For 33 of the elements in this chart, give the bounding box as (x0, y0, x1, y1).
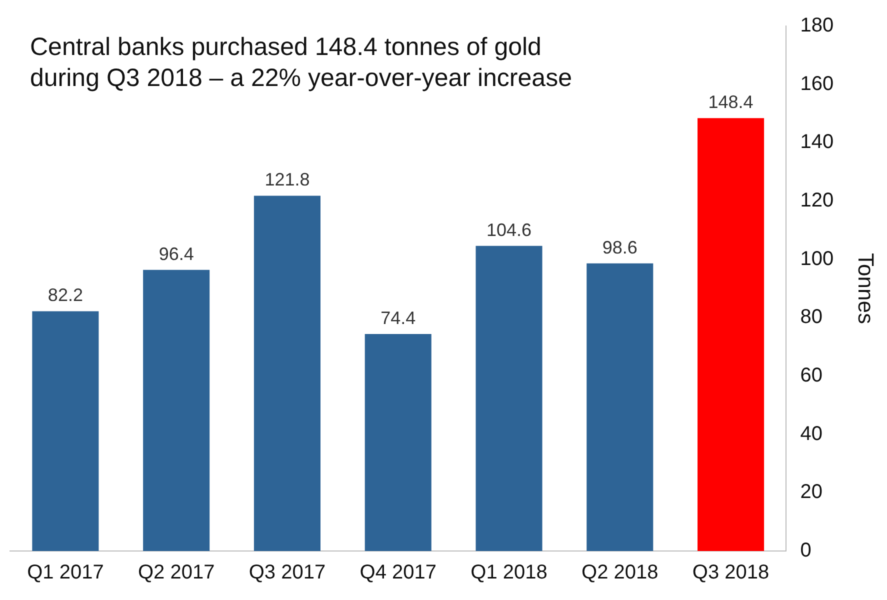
data-label: 98.6 (602, 237, 638, 258)
y-tick-label: 120 (800, 190, 834, 212)
y-tick-label: 100 (800, 248, 834, 270)
annotation: Central banks purchased 148.4 tonnes of gold during Q3 2018 – a 22% year-over-year increase (30, 32, 573, 94)
x-tick-label: Q2 2018 (582, 562, 658, 584)
bar (254, 196, 320, 551)
y-tick-label: 0 (800, 540, 812, 562)
y-tick-label: 80 (800, 306, 822, 328)
y-tick-label: 160 (800, 72, 834, 95)
x-tick-label: Q3 2018 (692, 562, 770, 584)
data-label: 148.4 (708, 92, 754, 112)
bar (476, 246, 542, 551)
data-label: 121.8 (264, 170, 310, 190)
y-tick-label: 180 (800, 14, 834, 37)
y-axis-title: Tonnes (854, 253, 879, 324)
data-label: 74.4 (380, 308, 416, 328)
x-tick-label: Q1 2018 (470, 562, 548, 584)
data-label: 82.2 (48, 285, 83, 306)
bar (698, 118, 764, 551)
data-label: 96.4 (158, 244, 194, 264)
y-tick-label: 140 (800, 131, 834, 154)
data-label: 104.6 (486, 220, 532, 240)
bar (32, 311, 99, 551)
x-tick-label: Q4 2017 (360, 562, 436, 584)
y-tick-label: 40 (800, 422, 822, 445)
bar (143, 270, 210, 551)
x-tick-label: Q3 2017 (248, 562, 326, 584)
x-tick-label: Q1 2017 (27, 562, 104, 584)
bar (364, 334, 432, 551)
bar (586, 263, 654, 551)
x-tick-label: Q2 2017 (138, 562, 215, 584)
y-tick-label: 20 (800, 481, 822, 504)
y-tick-label: 60 (800, 364, 822, 387)
